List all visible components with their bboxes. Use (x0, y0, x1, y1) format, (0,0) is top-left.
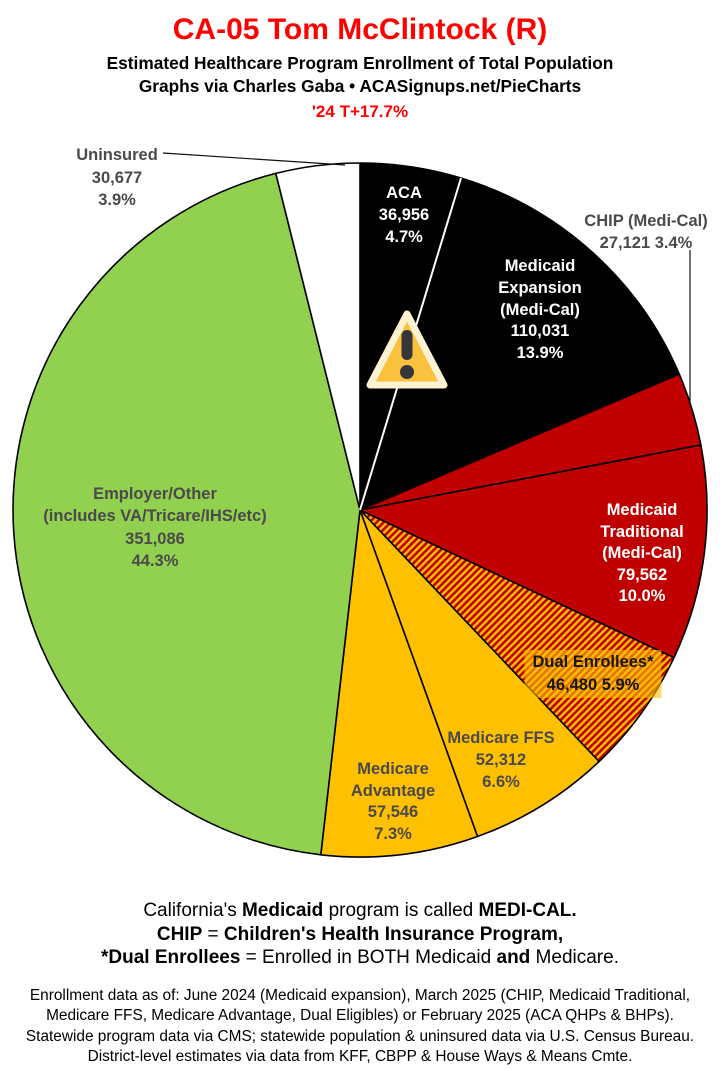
pie-chart (12, 152, 708, 858)
trend-tagline: '24 T+17.7% (311, 102, 409, 121)
note-bold-segment: Medicaid (241, 900, 324, 921)
note-bold-segment: and (496, 947, 531, 969)
note-text-segment: Medicare. (530, 947, 619, 969)
uninsured-label-line: Uninsured (76, 146, 158, 164)
medicare-advantage-label-line: Medicare (357, 760, 429, 778)
header: CA-05 Tom McClintock (R) Estimated Healt… (0, 0, 720, 123)
medicaid-expansion-label-line: 110,031 (510, 322, 570, 341)
medicaid-traditional-label: Medicaid Traditional (Medi-Cal) 79,562 1… (600, 500, 683, 608)
source-footnote: Enrollment data as of: June 2024 (Medica… (0, 986, 720, 1068)
dual-enrollees-label-line: Dual Enrollees* (532, 653, 654, 671)
employer-other-label-line: Employer/Other (93, 485, 217, 503)
medicare-advantage-label-line: 7.3% (374, 824, 412, 843)
pie-slices (12, 162, 708, 858)
uninsured-leader-line (162, 152, 346, 166)
note-dual-line: *Dual Enrollees = Enrolled in BOTH Medic… (0, 946, 720, 970)
pie-slice-medicaid-traditional-medi-cal (359, 444, 708, 659)
medicare-ffs-label: Medicare FFS 52,312 6.6% (447, 727, 554, 793)
footnote-line: Statewide program data via CMS; statewid… (25, 1027, 695, 1045)
chip-label-line: 27,121 3.4% (599, 234, 693, 252)
dual-enrollees-label: Dual Enrollees* 46,480 5.9% (524, 650, 662, 698)
medicaid-traditional-label-line: 79,562 (616, 565, 668, 584)
footnote-line: District-level estimates via data from K… (87, 1048, 633, 1066)
subtitle-line1: Estimated Healthcare Program Enrollment … (106, 53, 614, 73)
employer-other-label: Employer/Other (includes VA/Tricare/IHS/… (43, 483, 266, 572)
warning-icon (366, 310, 448, 389)
dual-enrollees-label-line: 46,480 5.9% (546, 676, 640, 694)
employer-other-label-line: 351,086 (125, 529, 185, 548)
chip-label: CHIP (Medi-Cal) 27,121 3.4% (584, 210, 707, 254)
footnote-line: Medicare FFS, Medicare Advantage, Dual E… (46, 1007, 674, 1025)
medicaid-traditional-label-line: Traditional (600, 522, 684, 541)
note-bold-segment: CHIP (156, 923, 203, 945)
pie-slice-medicare-advantage (320, 509, 479, 858)
aca-label: ACA 36,956 4.7% (379, 182, 429, 248)
pie-slice-dual-enrollees (359, 509, 675, 763)
medicaid-expansion-label-line: (Medi-Cal) (500, 300, 580, 319)
medicaid-expansion-label: Medicaid Expansion (Medi-Cal) 110,031 13… (498, 256, 581, 365)
note-medicaid-line: California's Medicaid program is called … (0, 899, 720, 923)
note-text-segment: program is called (323, 900, 479, 921)
uninsured-label-line: 3.9% (98, 191, 136, 209)
definitions-note: California's Medicaid program is called … (0, 899, 720, 970)
medicare-advantage-label: Medicare Advantage 57,546 7.3% (351, 759, 435, 845)
pie-slice-employer-other-includes-va-tricare-ihs-etc (12, 172, 361, 856)
note-bold-segment: Children's Health Insurance Program, (223, 923, 564, 945)
employer-other-label-line: (includes VA/Tricare/IHS/etc) (43, 507, 267, 526)
subtitle-line2: Graphs via Charles Gaba • ACASignups.net… (138, 76, 582, 96)
medicare-advantage-label-line: Advantage (350, 781, 436, 800)
note-bold-segment: MEDI-CAL. (478, 900, 577, 921)
medicaid-traditional-label-line: Medicaid (606, 501, 678, 519)
medicaid-traditional-label-line: 10.0% (618, 587, 666, 606)
medicare-ffs-label-line: 6.6% (482, 773, 520, 791)
pie-slice-medicare-ffs (359, 509, 600, 838)
medicaid-expansion-label-line: 13.9% (516, 344, 564, 363)
medicare-advantage-label-line: 57,546 (367, 803, 419, 821)
pie-slice-uninsured (275, 162, 361, 511)
note-text-segment: = Enrolled in BOTH Medicaid (240, 947, 497, 969)
footnote-line: Enrollment data as of: June 2024 (Medica… (29, 987, 691, 1004)
uninsured-label-line: 30,677 (91, 168, 143, 187)
aca-label-line: 4.7% (385, 228, 423, 246)
note-bold-segment: *Dual Enrollees (101, 947, 241, 969)
uninsured-label: Uninsured 30,677 3.9% (76, 144, 158, 212)
pie-slice-medicaid-expansion-medi-cal (359, 177, 681, 511)
medicare-ffs-label-line: Medicare FFS (447, 729, 555, 747)
aca-label-line: ACA (386, 184, 422, 202)
chip-label-line: CHIP (Medi-Cal) (584, 212, 708, 230)
medicaid-expansion-label-line: Expansion (498, 278, 582, 297)
medicare-ffs-label-line: 52,312 (475, 751, 527, 769)
page-title: CA-05 Tom McClintock (R) (172, 13, 548, 46)
aca-label-line: 36,956 (378, 206, 430, 224)
employer-other-label-line: 44.3% (131, 551, 179, 570)
note-chip-line: CHIP = Children's Health Insurance Progr… (0, 923, 720, 947)
note-text-segment: California's (143, 900, 242, 921)
note-text-segment: = (202, 923, 224, 945)
medicaid-expansion-label-line: Medicaid (504, 257, 576, 275)
medicaid-traditional-label-line: (Medi-Cal) (602, 544, 682, 563)
